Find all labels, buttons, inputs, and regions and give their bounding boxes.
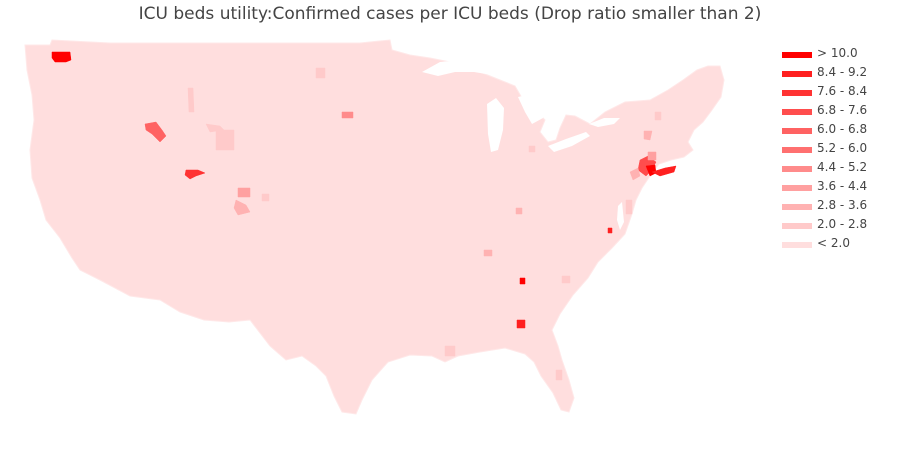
legend-swatch [782,185,812,191]
legend-swatch [782,109,812,115]
highlighted-region[interactable] [515,207,523,215]
legend-label: 2.0 - 2.8 [817,217,868,231]
legend-swatch [782,204,812,210]
legend-swatch [782,147,812,153]
highlighted-region[interactable] [233,199,251,216]
highlighted-region[interactable] [643,130,653,141]
highlighted-region[interactable] [625,199,633,215]
us-land-mass [24,39,725,415]
legend-label: 5.2 - 6.0 [817,141,868,155]
lake-michigan [487,98,504,152]
highlighted-region[interactable] [261,193,270,202]
legend-label: > 10.0 [817,46,858,60]
highlighted-regions [51,51,677,381]
highlighted-region[interactable] [483,249,493,257]
highlighted-region[interactable] [237,187,251,198]
legend-label: 7.6 - 8.4 [817,84,868,98]
highlighted-region[interactable] [444,345,456,357]
highlighted-region[interactable] [519,277,526,285]
legend-label: 8.4 - 9.2 [817,65,868,79]
lake-superior [422,60,500,76]
highlighted-region[interactable] [561,275,571,284]
legend-swatch [782,128,812,134]
legend-label: 2.8 - 3.6 [817,198,868,212]
legend-swatch [782,223,812,229]
legend-swatch [782,90,812,96]
highlighted-region[interactable] [341,111,354,119]
highlighted-region[interactable] [516,319,526,329]
legend-swatch [782,52,812,58]
highlighted-region[interactable] [187,87,195,113]
lake-ontario [589,118,620,127]
legend-swatch [782,71,812,77]
highlighted-region[interactable] [654,111,662,121]
legend-label: 6.0 - 6.8 [817,122,868,136]
legend-label: < 2.0 [817,236,850,250]
highlighted-region[interactable] [629,167,641,181]
highlighted-region[interactable] [51,51,72,63]
highlighted-region[interactable] [144,121,167,143]
legend-swatch [782,166,812,172]
highlighted-region[interactable] [184,169,206,180]
legend-label: 4.4 - 5.2 [817,160,868,174]
legend-label: 6.8 - 7.6 [817,103,868,117]
lake-erie [548,132,590,152]
highlighted-region[interactable] [555,369,563,381]
highlighted-region[interactable] [315,67,326,79]
highlighted-region[interactable] [607,227,613,234]
highlighted-region[interactable] [528,145,536,153]
chesapeake-bay [617,202,624,230]
highlighted-region[interactable] [647,151,657,161]
lake-huron [518,94,546,124]
legend-label: 3.6 - 4.4 [817,179,868,193]
legend-swatch [782,242,812,248]
highlighted-region[interactable] [215,129,235,151]
chart-title: ICU beds utility:Confirmed cases per ICU… [138,4,762,24]
highlighted-region[interactable] [253,171,267,183]
highlighted-region[interactable] [651,165,677,177]
